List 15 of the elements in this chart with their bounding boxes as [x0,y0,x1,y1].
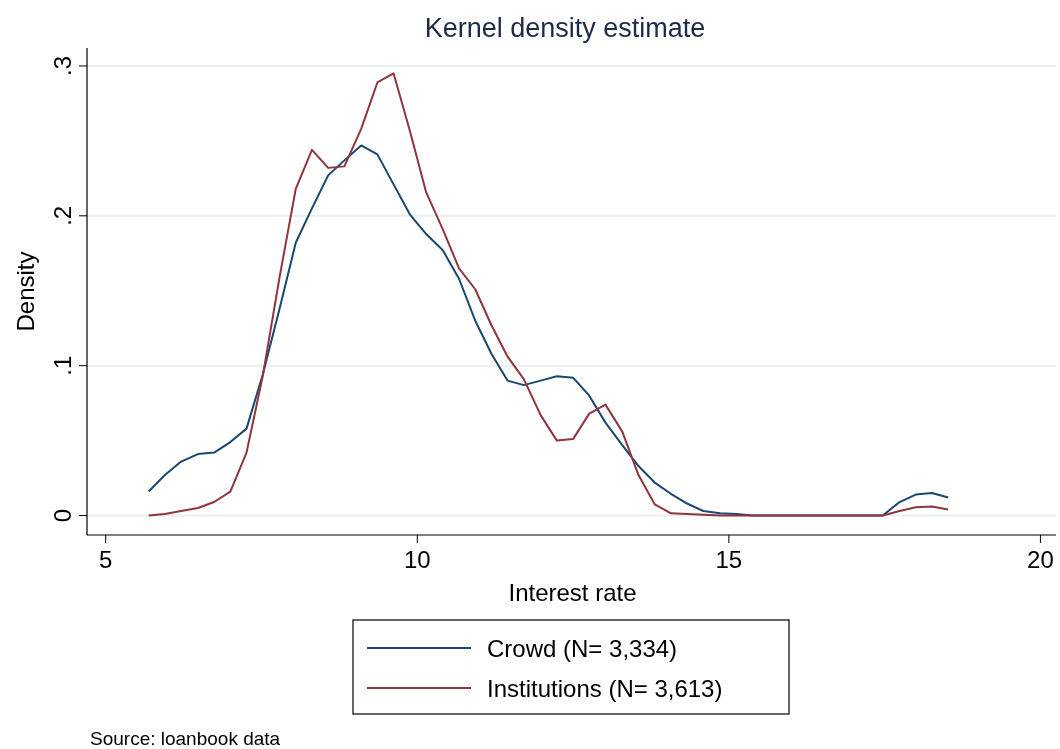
y-axis-title: Density [12,251,39,332]
y-tick-label: .2 [49,205,76,226]
legend-label: Institutions (N= 3,613) [487,675,723,702]
x-tick-label: 15 [715,546,743,573]
legend-label: Crowd (N= 3,334) [487,635,678,662]
y-tick-label: 0 [49,508,76,523]
x-tick-label: 5 [99,546,113,573]
x-tick-label: 20 [1027,546,1054,573]
y-tick-label: .1 [49,355,76,376]
line-series [147,72,950,517]
source-note: Source: loanbook data [90,728,281,749]
y-tick-label: .3 [49,55,76,76]
x-tick-label: 10 [403,546,431,573]
x-axis-title: Interest rate [508,579,637,606]
chart-title: Kernel density estimate [424,13,706,43]
